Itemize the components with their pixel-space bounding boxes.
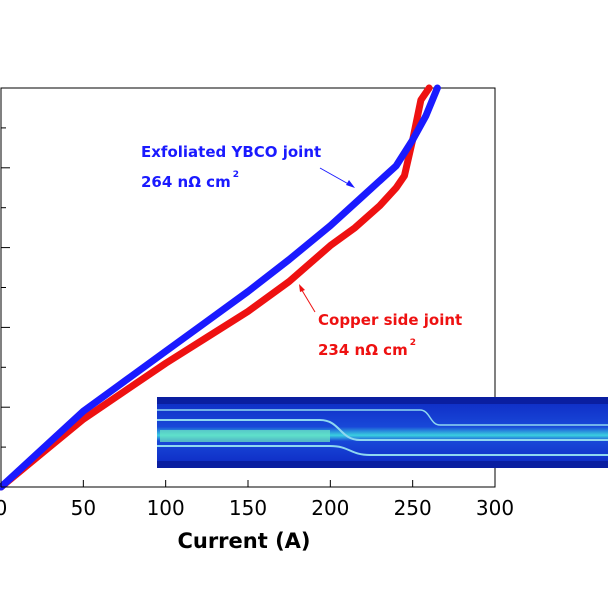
annotation-sup: 2 bbox=[233, 170, 239, 180]
x-tick-label: 250 bbox=[394, 496, 432, 520]
plot bbox=[0, 84, 441, 491]
annotation-value: 234 nΩ cm bbox=[318, 341, 408, 359]
x-tick-label: 50 bbox=[71, 496, 96, 520]
x-tick-label: 0 bbox=[0, 496, 7, 520]
annotation: Copper side joint bbox=[318, 311, 462, 329]
arrow bbox=[319, 167, 353, 187]
x-tick-label: 100 bbox=[147, 496, 185, 520]
annotation-sup: 2 bbox=[410, 338, 416, 348]
x-axis-label: Current (A) bbox=[177, 529, 310, 553]
inset-image bbox=[157, 397, 608, 468]
x-tick-label: 150 bbox=[229, 496, 267, 520]
arrow-head bbox=[346, 180, 355, 188]
x-tick-label: 200 bbox=[311, 496, 349, 520]
annotation-value: 264 nΩ cm bbox=[141, 173, 231, 191]
x-tick-label: 300 bbox=[476, 496, 514, 520]
arrow-head bbox=[299, 284, 305, 292]
series-line bbox=[0, 84, 441, 491]
series-line bbox=[0, 84, 433, 491]
annotation: Exfoliated YBCO joint bbox=[141, 143, 321, 161]
arrow bbox=[299, 286, 316, 313]
